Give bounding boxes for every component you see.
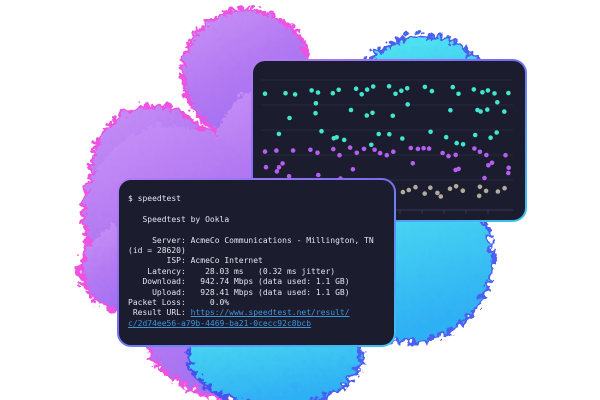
teal-samples-dots <box>262 84 511 148</box>
terminal-text: $ speedtest <box>128 194 181 203</box>
result-url-link[interactable]: c/2d74ee56-a79b-4469-ba21-0cecc92c8bcb <box>128 318 312 328</box>
terminal-text: Upload: 928.41 Mbps (data used: 1.1 GB) <box>128 287 350 297</box>
terminal-text: Packet Loss: 0.0% <box>128 298 230 308</box>
terminal-text: Download: 942.74 Mbps (data used: 1.1 GB… <box>128 277 350 287</box>
terminal-line: Result URL: https://www.speedtest.net/re… <box>128 308 385 318</box>
result-url-link[interactable]: https://www.speedtest.net/result/ <box>190 308 350 318</box>
terminal-line: Packet Loss: 0.0% <box>128 298 385 308</box>
terminal-line: c/2d74ee56-a79b-4469-ba21-0cecc92c8bcb <box>128 319 385 329</box>
terminal-text: Server: AcmeCo Communications - Millingt… <box>128 235 374 245</box>
terminal-text: (id = 28620) <box>128 246 186 256</box>
terminal-line <box>128 225 385 235</box>
terminal-text: ISP: AcmeCo Internet <box>128 256 263 266</box>
terminal-text: Result URL: <box>128 308 191 318</box>
terminal-line: Server: AcmeCo Communications - Millingt… <box>128 236 385 246</box>
terminal-line: Latency: 28.03 ms (0.32 ms jitter) <box>128 267 385 277</box>
terminal-window: $ speedtest Speedtest by Ookla Server: A… <box>117 178 396 347</box>
terminal-line: (id = 28620) <box>128 246 385 256</box>
terminal-line <box>128 204 385 214</box>
terminal-line: ISP: AcmeCo Internet <box>128 256 385 266</box>
terminal-line: Upload: 928.41 Mbps (data used: 1.1 GB) <box>128 288 385 298</box>
terminal-line: Speedtest by Ookla <box>128 215 385 225</box>
terminal-text: Latency: 28.03 ms (0.32 ms jitter) <box>128 266 336 276</box>
terminal-text: Speedtest by Ookla <box>128 214 230 224</box>
terminal-line: $ speedtest <box>128 194 385 204</box>
terminal-body: $ speedtest Speedtest by Ookla Server: A… <box>119 180 394 339</box>
terminal-line: Download: 942.74 Mbps (data used: 1.1 GB… <box>128 277 385 287</box>
purple-samples-dots <box>262 145 511 181</box>
